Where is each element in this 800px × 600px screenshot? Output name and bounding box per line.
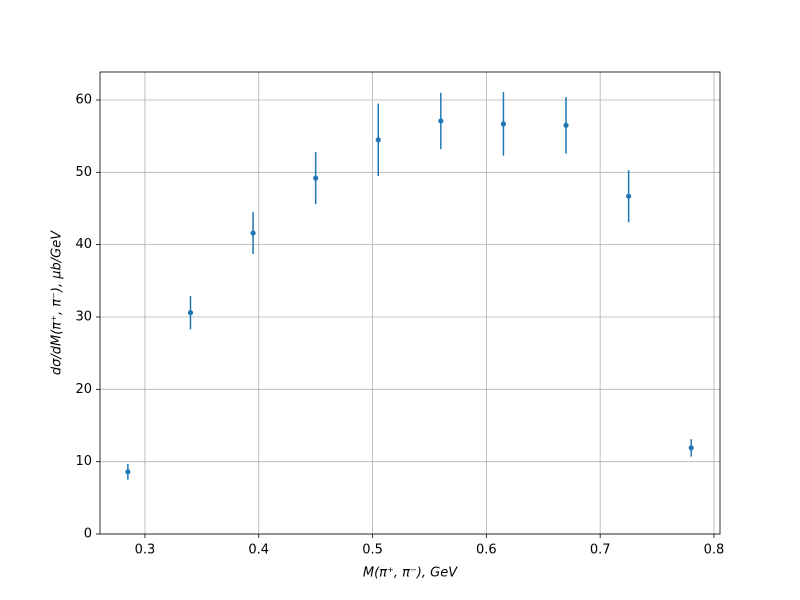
plot-frame: [99, 71, 721, 535]
data-point: [563, 122, 569, 128]
y-tick-label: 50: [75, 165, 92, 180]
x-tick-label: 0.6: [476, 543, 497, 558]
x-tick-label: 0.5: [362, 543, 383, 558]
x-tick-label: 0.7: [590, 543, 611, 558]
x-tick-label: 0.3: [135, 543, 156, 558]
y-tick-label: 40: [75, 237, 92, 252]
x-axis-label: M(π⁺, π⁻), GeV: [363, 566, 458, 581]
data-point: [438, 118, 444, 124]
data-point: [125, 469, 131, 475]
data-point: [375, 137, 381, 143]
y-axis-label: dσ/dM(π⁺, π⁻), μb/GeV: [50, 230, 65, 375]
data-point: [313, 175, 319, 181]
y-tick-label: 60: [75, 92, 92, 107]
x-tick-label: 0.8: [704, 543, 725, 558]
x-tick-label: 0.4: [248, 543, 269, 558]
y-tick-label: 30: [75, 309, 92, 324]
data-point: [187, 310, 194, 316]
data-point: [688, 445, 694, 451]
y-tick-label: 0: [84, 527, 92, 542]
data-point: [626, 193, 632, 199]
y-tick-label: 10: [75, 454, 92, 469]
y-tick-label: 20: [75, 382, 92, 397]
data-point: [500, 121, 507, 127]
data-point: [250, 230, 256, 236]
